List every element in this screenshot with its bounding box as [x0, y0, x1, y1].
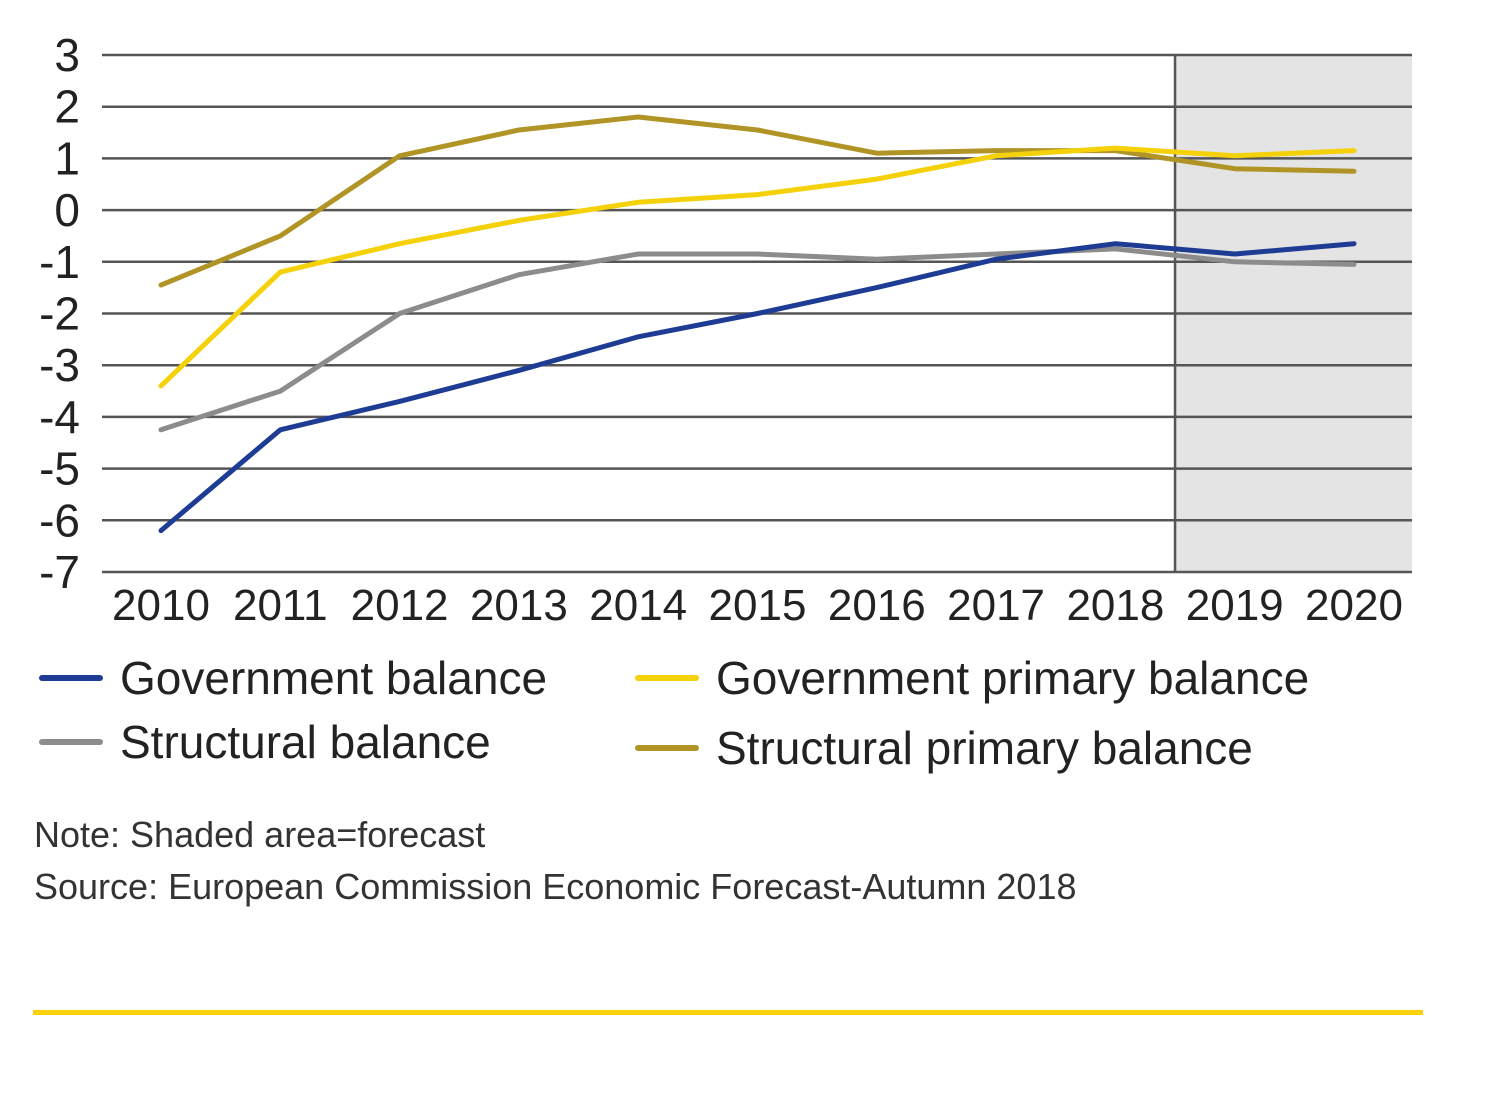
y-tick-label: -4	[39, 391, 80, 443]
y-tick-label: 3	[54, 29, 80, 81]
series-line-structural-primary-balance	[158, 114, 1357, 288]
chart-source: Source: European Commission Economic For…	[34, 866, 1077, 907]
y-tick-label: 1	[54, 132, 80, 184]
chart-note: Note: Shaded area=forecast	[34, 814, 486, 855]
x-tick-label: 2017	[947, 581, 1045, 630]
x-tick-label: 2014	[589, 581, 687, 630]
y-tick-label: -6	[39, 494, 80, 546]
series-line-government-primary-balance	[158, 145, 1357, 389]
x-tick-label: 2020	[1305, 581, 1403, 630]
legend-label: Structural balance	[120, 716, 491, 768]
x-tick-label: 2015	[709, 581, 807, 630]
bottom-rule	[33, 1010, 1423, 1015]
x-tick-label: 2019	[1186, 581, 1284, 630]
legend-label: Government primary balance	[716, 652, 1309, 704]
x-tick-label: 2013	[470, 581, 568, 630]
legend-label: Structural primary balance	[716, 722, 1253, 774]
x-tick-label: 2010	[112, 581, 210, 630]
y-tick-label: -7	[39, 546, 80, 598]
y-tick-label: -1	[39, 236, 80, 288]
x-tick-label: 2012	[351, 581, 449, 630]
legend-label: Government balance	[120, 652, 547, 704]
y-tick-label: 0	[54, 184, 80, 236]
series-line-structural-balance	[158, 246, 1357, 433]
y-tick-label: -5	[39, 443, 80, 495]
x-tick-label: 2011	[233, 581, 328, 630]
x-tick-label: 2018	[1066, 581, 1164, 630]
y-tick-label: -3	[39, 339, 80, 391]
x-tick-label: 2016	[828, 581, 926, 630]
y-tick-label: 2	[54, 81, 80, 133]
series-line-government-balance	[158, 241, 1357, 534]
y-tick-label: -2	[39, 288, 80, 340]
